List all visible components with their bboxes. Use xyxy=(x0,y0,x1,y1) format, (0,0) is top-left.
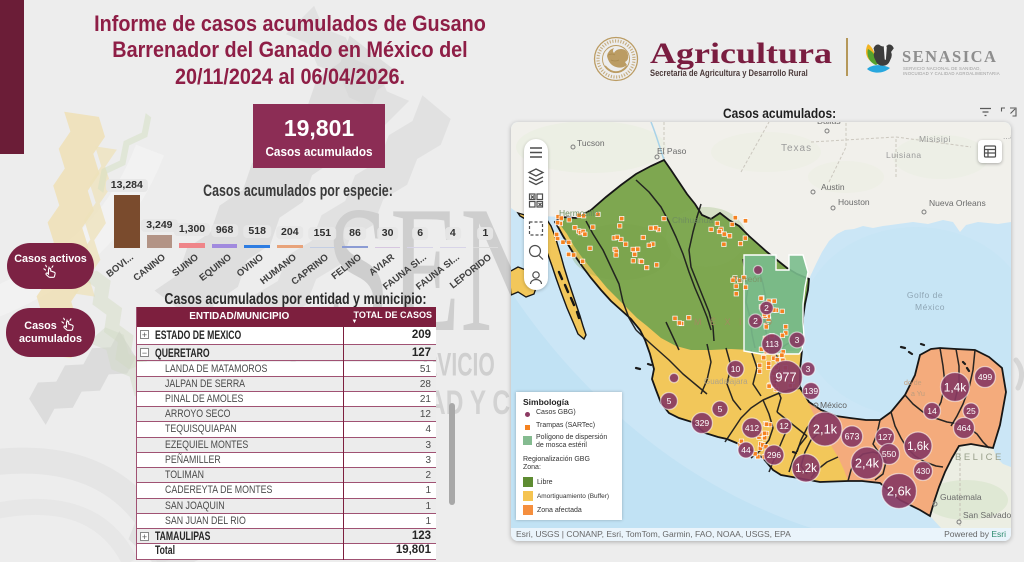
svg-text:10: 10 xyxy=(731,364,741,374)
svg-text:673: 673 xyxy=(845,432,860,442)
svg-text:127: 127 xyxy=(878,432,892,442)
svg-text:BELICE: BELICE xyxy=(955,452,1004,463)
svg-text:3: 3 xyxy=(795,335,800,345)
svg-text:1,4k: 1,4k xyxy=(944,380,967,394)
svg-text:...am: ...am xyxy=(1003,131,1011,141)
svg-text:2,1k: 2,1k xyxy=(813,422,838,437)
svg-text:499: 499 xyxy=(978,372,993,382)
svg-text:Houston: Houston xyxy=(838,197,870,207)
svg-text:5: 5 xyxy=(718,404,723,414)
svg-text:Dallas: Dallas xyxy=(817,122,841,126)
svg-text:Nueva Orleans: Nueva Orleans xyxy=(929,198,986,208)
svg-text:San Salvador: San Salvador xyxy=(963,510,1011,520)
svg-text:25: 25 xyxy=(966,406,976,416)
svg-text:464: 464 xyxy=(957,423,972,433)
svg-text:2: 2 xyxy=(753,316,758,326)
svg-text:977: 977 xyxy=(775,370,796,385)
svg-text:a Yu: a Yu xyxy=(911,391,925,398)
svg-text:Chihuahua: Chihuahua xyxy=(672,215,713,225)
svg-text:Guatemala: Guatemala xyxy=(940,492,982,502)
svg-text:550: 550 xyxy=(882,449,897,459)
svg-text:44: 44 xyxy=(741,445,751,455)
svg-text:Golfo de: Golfo de xyxy=(907,290,943,300)
svg-text:296: 296 xyxy=(767,450,781,460)
svg-text:Misisipi: Misisipi xyxy=(919,134,951,144)
svg-text:2,4k: 2,4k xyxy=(855,456,880,471)
svg-text:México: México xyxy=(820,400,847,410)
svg-text:Luisiana: Luisiana xyxy=(886,150,922,160)
svg-text:1,6k: 1,6k xyxy=(907,441,929,453)
svg-text:2,6k: 2,6k xyxy=(887,484,912,499)
svg-text:113: 113 xyxy=(765,339,779,349)
svg-text:Austin: Austin xyxy=(821,182,845,192)
svg-text:Torreón: Torreón xyxy=(733,274,762,284)
svg-text:M É X I C O: M É X I C O xyxy=(694,317,775,327)
svg-text:329: 329 xyxy=(695,418,710,428)
svg-text:Texas: Texas xyxy=(781,143,812,154)
svg-text:El Paso: El Paso xyxy=(657,146,687,156)
svg-text:412: 412 xyxy=(745,423,759,433)
svg-text:Tucson: Tucson xyxy=(577,138,605,148)
svg-text:do de: do de xyxy=(904,380,922,387)
svg-text:Guadalajara: Guadalajara xyxy=(704,377,748,386)
svg-text:430: 430 xyxy=(916,466,930,476)
svg-text:1,2k: 1,2k xyxy=(795,463,817,475)
svg-text:5: 5 xyxy=(667,396,672,406)
svg-text:12: 12 xyxy=(779,421,789,431)
svg-text:México: México xyxy=(915,302,945,312)
svg-text:14: 14 xyxy=(927,406,937,416)
svg-text:Hermosillo: Hermosillo xyxy=(559,208,599,218)
svg-text:3: 3 xyxy=(806,364,811,374)
svg-text:2: 2 xyxy=(764,303,769,313)
svg-text:139: 139 xyxy=(804,386,818,396)
